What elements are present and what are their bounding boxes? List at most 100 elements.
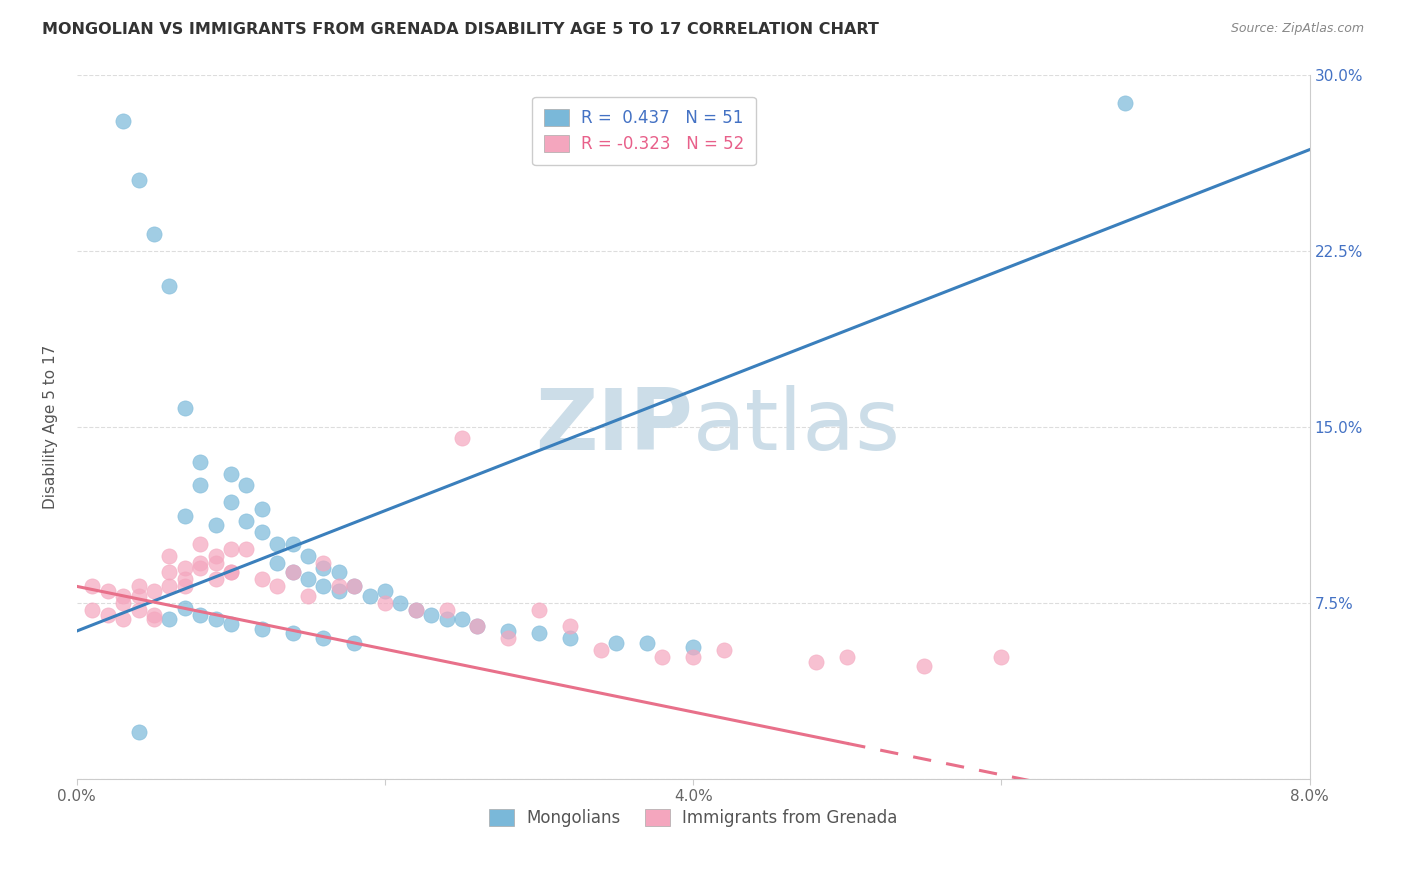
Point bbox=[219, 566, 242, 580]
Point bbox=[374, 584, 396, 599]
Point bbox=[328, 584, 350, 599]
Point bbox=[312, 579, 335, 593]
Text: ZIP: ZIP bbox=[536, 385, 693, 468]
Point bbox=[142, 607, 165, 622]
Point bbox=[235, 541, 257, 556]
Point bbox=[682, 640, 704, 655]
Point bbox=[436, 612, 458, 626]
Point bbox=[188, 455, 211, 469]
Point bbox=[420, 607, 443, 622]
Point bbox=[467, 619, 489, 633]
Point bbox=[219, 541, 242, 556]
Point bbox=[219, 616, 242, 631]
Point bbox=[436, 603, 458, 617]
Point bbox=[250, 525, 273, 540]
Point bbox=[173, 560, 195, 574]
Point bbox=[558, 631, 581, 645]
Point bbox=[374, 596, 396, 610]
Point bbox=[235, 478, 257, 492]
Point bbox=[173, 401, 195, 415]
Point bbox=[713, 642, 735, 657]
Point bbox=[837, 649, 859, 664]
Point bbox=[312, 631, 335, 645]
Point bbox=[1114, 95, 1136, 110]
Point bbox=[451, 432, 474, 446]
Point bbox=[97, 607, 120, 622]
Text: atlas: atlas bbox=[693, 385, 901, 468]
Point bbox=[142, 584, 165, 599]
Y-axis label: Disability Age 5 to 17: Disability Age 5 to 17 bbox=[44, 344, 58, 508]
Point bbox=[173, 508, 195, 523]
Point bbox=[219, 467, 242, 481]
Point bbox=[589, 642, 612, 657]
Legend: Mongolians, Immigrants from Grenada: Mongolians, Immigrants from Grenada bbox=[482, 803, 904, 834]
Point bbox=[498, 631, 520, 645]
Point bbox=[281, 566, 304, 580]
Point bbox=[359, 589, 381, 603]
Point bbox=[297, 572, 319, 586]
Point bbox=[112, 114, 135, 128]
Point bbox=[173, 572, 195, 586]
Point bbox=[157, 549, 180, 563]
Point bbox=[451, 612, 474, 626]
Point bbox=[204, 549, 226, 563]
Point bbox=[157, 278, 180, 293]
Point bbox=[281, 626, 304, 640]
Point bbox=[188, 556, 211, 570]
Point bbox=[328, 566, 350, 580]
Point bbox=[204, 556, 226, 570]
Point bbox=[312, 556, 335, 570]
Point bbox=[219, 566, 242, 580]
Point bbox=[173, 579, 195, 593]
Point bbox=[682, 649, 704, 664]
Point bbox=[558, 619, 581, 633]
Point bbox=[235, 514, 257, 528]
Point bbox=[405, 603, 427, 617]
Point bbox=[250, 572, 273, 586]
Text: Source: ZipAtlas.com: Source: ZipAtlas.com bbox=[1230, 22, 1364, 36]
Point bbox=[297, 549, 319, 563]
Point bbox=[82, 579, 104, 593]
Point bbox=[188, 537, 211, 551]
Point bbox=[806, 655, 828, 669]
Point bbox=[128, 589, 150, 603]
Point bbox=[188, 607, 211, 622]
Point bbox=[990, 649, 1012, 664]
Point bbox=[82, 603, 104, 617]
Point bbox=[343, 579, 366, 593]
Point bbox=[204, 572, 226, 586]
Point bbox=[527, 626, 550, 640]
Point bbox=[188, 478, 211, 492]
Point bbox=[297, 589, 319, 603]
Point bbox=[651, 649, 673, 664]
Point bbox=[636, 636, 658, 650]
Point bbox=[467, 619, 489, 633]
Point bbox=[157, 612, 180, 626]
Point bbox=[142, 227, 165, 242]
Point bbox=[328, 579, 350, 593]
Point bbox=[219, 495, 242, 509]
Point bbox=[112, 596, 135, 610]
Point bbox=[266, 579, 288, 593]
Point bbox=[157, 566, 180, 580]
Point bbox=[128, 579, 150, 593]
Point bbox=[128, 725, 150, 739]
Text: MONGOLIAN VS IMMIGRANTS FROM GRENADA DISABILITY AGE 5 TO 17 CORRELATION CHART: MONGOLIAN VS IMMIGRANTS FROM GRENADA DIS… bbox=[42, 22, 879, 37]
Point bbox=[157, 579, 180, 593]
Point bbox=[343, 636, 366, 650]
Point bbox=[498, 624, 520, 638]
Point bbox=[188, 560, 211, 574]
Point bbox=[912, 659, 935, 673]
Point bbox=[173, 600, 195, 615]
Point bbox=[281, 537, 304, 551]
Point bbox=[112, 589, 135, 603]
Point bbox=[605, 636, 627, 650]
Point bbox=[142, 612, 165, 626]
Point bbox=[204, 518, 226, 533]
Point bbox=[343, 579, 366, 593]
Point bbox=[266, 537, 288, 551]
Point bbox=[405, 603, 427, 617]
Point bbox=[250, 622, 273, 636]
Point bbox=[128, 603, 150, 617]
Point bbox=[312, 560, 335, 574]
